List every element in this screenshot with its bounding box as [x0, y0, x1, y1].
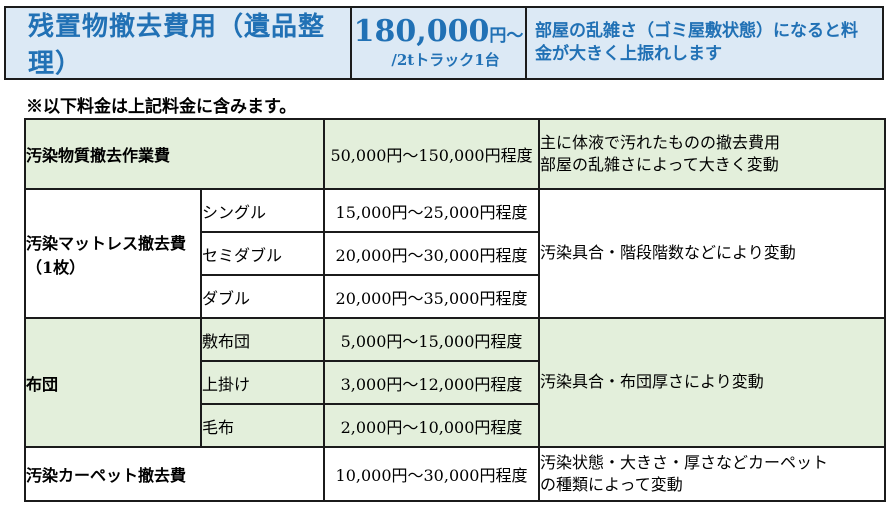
table-row-futon-shiki: 布団 敷布団 5,000円～15,000円程度 汚染具合・布団厚さにより変動 — [24, 317, 887, 448]
price-mofu: 2,000円～10,000円程度 — [323, 403, 541, 448]
price-per-truck: /2tトラック1台 — [391, 50, 500, 69]
header-banner: 残置物撤去費用（遺品整理） 180,000円～ /2tトラック1台 部屋の乱雑さ… — [4, 6, 884, 80]
item-mattress-line-1: 汚染マットレス撤去費 — [26, 233, 187, 253]
sublabel-uwagake: 上掛け — [199, 360, 326, 405]
table-row-futon-mofu: 毛布 2,000円～10,000円程度 — [25, 403, 885, 448]
sublabel-shikibuton: 敷布団 — [199, 317, 326, 362]
table-row-futon-uwagake: 上掛け 3,000円～12,000円程度 — [25, 360, 885, 405]
price-uwagake: 3,000円～12,000円程度 — [323, 360, 541, 405]
item-mattress: 汚染マットレス撤去費 （1枚） — [24, 188, 202, 319]
price-shikibuton: 5,000円～15,000円程度 — [323, 317, 541, 362]
price-amount: 180,000 — [353, 13, 490, 49]
price-carpet: 10,000円～30,000円程度 — [323, 446, 541, 502]
page-title: 残置物撤去費用（遺品整理） — [28, 12, 326, 79]
note-mattress: 汚染具合・階段階数などにより変動 — [538, 188, 887, 319]
table-row-carpet: 汚染カーペット撤去費 10,000円～30,000円程度 汚染状態・大きさ・厚さ… — [23, 446, 887, 502]
table-row-mattress-double: ダブル 20,000円～35,000円程度 — [25, 274, 885, 319]
sublabel-double: ダブル — [199, 274, 326, 319]
note-line-1: 主に体液で汚れたものの撤去費用 — [540, 132, 781, 152]
item-futon: 布団 — [24, 317, 202, 448]
note-above-table: ※以下料金は上記料金に含みます。 — [26, 97, 297, 117]
note-carpet-line-2: の種類によって変動 — [540, 475, 683, 494]
price-double: 20,000円～35,000円程度 — [323, 274, 541, 319]
note-carpet: 汚染状態・大きさ・厚さなどカーペット の種類によって変動 — [538, 446, 887, 502]
table-row-contamination: 汚染物質撤去作業費 50,000円～150,000円程度 主に体液で汚れたものの… — [23, 118, 887, 190]
price-semidouble: 20,000円～30,000円程度 — [323, 231, 541, 276]
sublabel-semidouble: セミダブル — [199, 231, 326, 276]
table-row-mattress-single: 汚染マットレス撤去費 （1枚） シングル 15,000円～25,000円程度 汚… — [24, 188, 887, 319]
price-table: 汚染物質撤去作業費 50,000円～150,000円程度 主に体液で汚れたものの… — [23, 118, 887, 502]
price-unit: 円～ — [489, 25, 524, 46]
sublabel-single: シングル — [199, 188, 326, 233]
item-contamination: 汚染物質撤去作業費 — [23, 118, 326, 190]
note-line-2: 部屋の乱雑さによって大きく変動 — [540, 155, 779, 174]
item-mattress-line-2: （1枚） — [26, 257, 86, 277]
header-price-cell: 180,000円～ /2tトラック1台 — [350, 8, 525, 78]
price-line: 180,000円～ — [353, 13, 524, 49]
sublabel-mofu: 毛布 — [199, 403, 326, 448]
price-contamination: 50,000円～150,000円程度 — [323, 118, 541, 190]
table-row-mattress-semidouble: セミダブル 20,000円～30,000円程度 — [25, 231, 885, 276]
header-warning: 部屋の乱雑さ（ゴミ屋敷状態）になると料金が大きく上振れします — [525, 8, 882, 78]
note-carpet-line-1: 汚染状態・大きさ・厚さなどカーペット — [540, 452, 829, 472]
item-carpet: 汚染カーペット撤去費 — [23, 446, 326, 502]
note-futon: 汚染具合・布団厚さにより変動 — [538, 317, 887, 448]
price-single: 15,000円～25,000円程度 — [323, 188, 541, 233]
note-contamination: 主に体液で汚れたものの撤去費用 部屋の乱雑さによって大きく変動 — [538, 118, 887, 190]
